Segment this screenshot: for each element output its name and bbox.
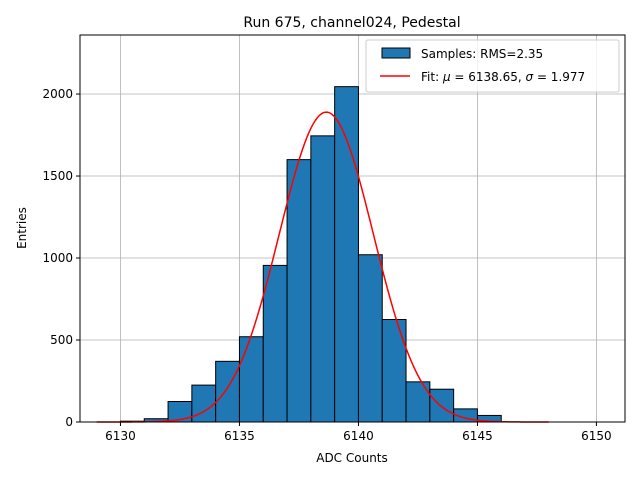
y-tick-label: 0 [65,415,73,429]
x-axis-ticks: 6130 6135 6140 6145 6150 [105,422,612,443]
y-axis-label: Entries [15,207,29,249]
x-tick-label: 6150 [581,429,612,443]
y-tick-label: 2000 [42,87,73,101]
fit-curve [96,111,549,423]
legend-fit-sigma-value: = 1.977 [533,70,585,84]
histogram-bar [215,360,240,423]
histogram-bar [405,381,431,423]
histogram-bar [381,319,407,423]
x-tick-label: 6145 [462,429,493,443]
legend-fit-prefix: Fit: [421,70,443,84]
histogram-bar [310,135,336,423]
legend-fit-mu-value: = 6138.65, [451,70,526,84]
histogram-bar [334,86,359,423]
histogram-bar [191,384,217,423]
histogram-bar [238,336,264,423]
histogram-bars [119,86,502,423]
legend: Samples: RMS=2.35 Fit: μ = 6138.65, σ = … [365,39,620,93]
legend-fit-sigma-symbol: σ [526,70,534,84]
histogram-bar [262,264,288,423]
chart-title: Run 675, channel024, Pedestal [243,15,460,31]
x-tick-label: 6130 [105,429,136,443]
histogram-bar [357,254,383,423]
x-tick-label: 6140 [343,429,374,443]
y-tick-label: 500 [50,333,73,347]
histogram-bar [429,388,455,423]
legend-fit-label: Fit: μ = 6138.65, σ = 1.977 [421,70,585,84]
legend-fit-mu-symbol: μ [442,70,451,84]
fit-curve-group [96,111,549,423]
histogram-bar [286,159,312,423]
y-axis-ticks: 0 500 1000 1500 2000 [42,87,80,429]
legend-samples-swatch [381,47,411,59]
legend-samples-label: Samples: RMS=2.35 [421,47,543,61]
x-axis-label: ADC Counts [316,451,388,465]
y-tick-label: 1000 [42,251,73,265]
axes-frame [79,34,626,423]
legend-box [365,39,620,93]
x-tick-label: 6135 [224,429,255,443]
y-tick-label: 1500 [42,169,73,183]
